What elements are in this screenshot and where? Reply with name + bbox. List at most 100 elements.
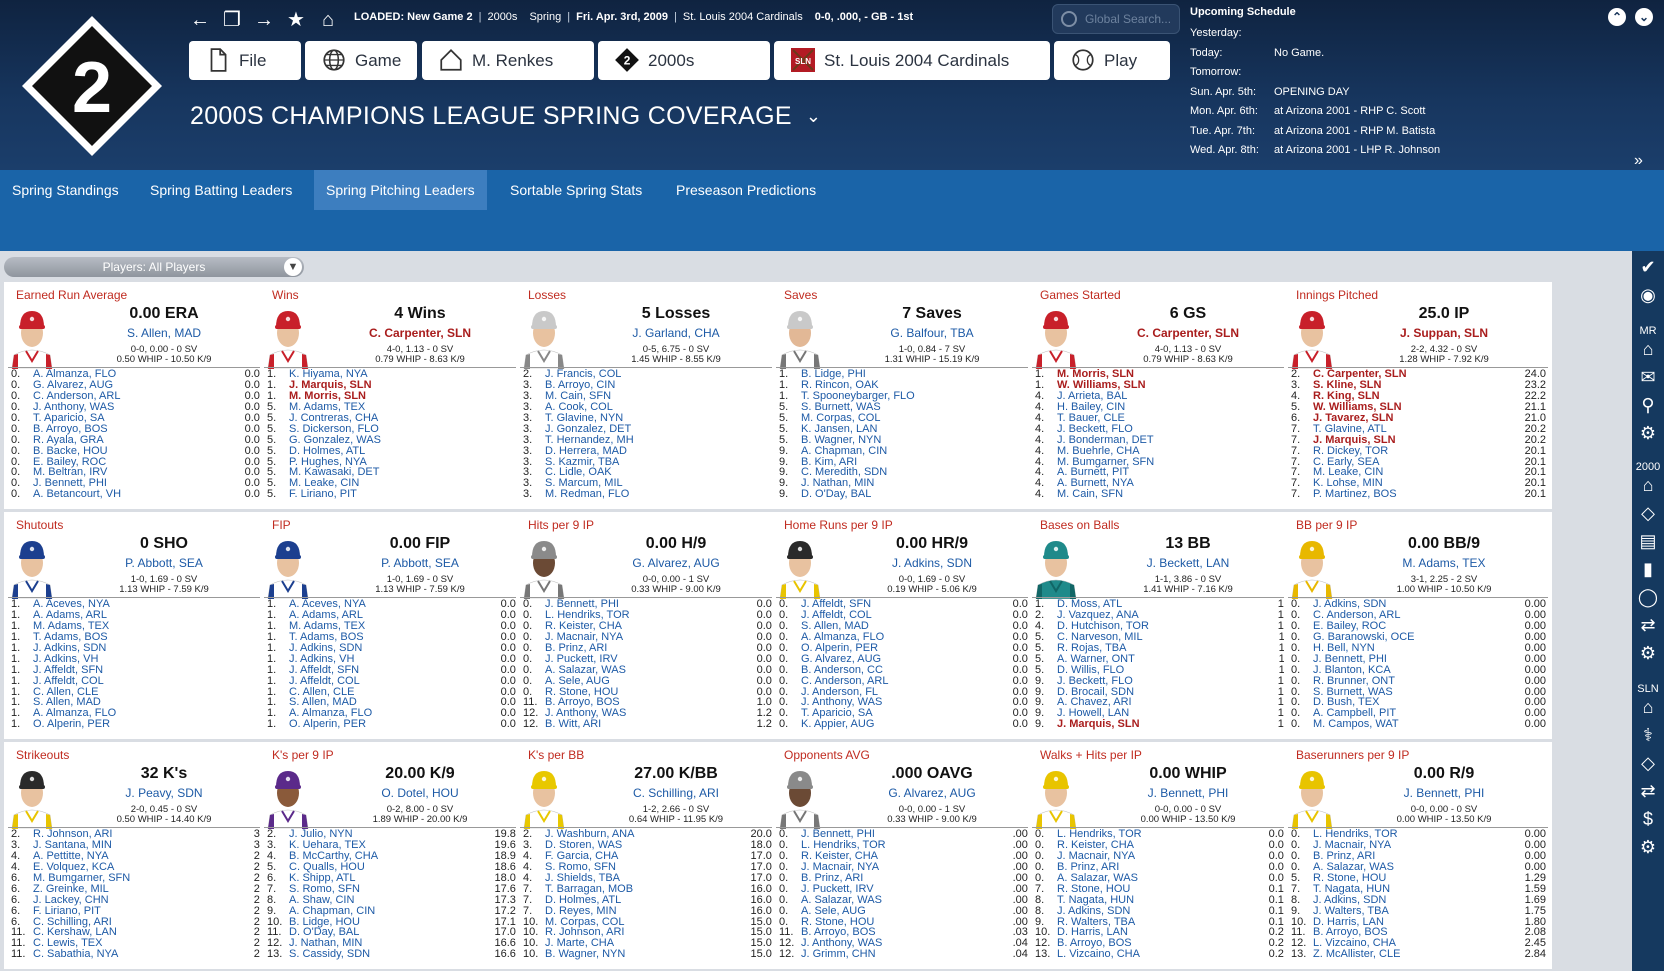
player-link[interactable]: L. Vizcaino, CHA	[1313, 937, 1396, 950]
diamond-icon[interactable]: ◇	[1641, 503, 1655, 523]
player-link[interactable]: R. Keister, CHA	[1057, 838, 1135, 851]
league-logo[interactable]: 2	[18, 12, 166, 160]
globe-icon[interactable]: ◉	[1640, 285, 1656, 305]
player-link[interactable]: J. Arrieta, BAL	[1057, 389, 1128, 402]
stat-category-title[interactable]: Games Started	[1040, 288, 1121, 302]
player-link[interactable]: J. Santana, MIN	[33, 838, 112, 851]
search-icon[interactable]: ⚲	[1641, 395, 1655, 415]
player-link[interactable]: L. Vizcaino, CHA	[1057, 948, 1140, 961]
schedule-event[interactable]: OPENING DAY	[1274, 85, 1350, 98]
player-link[interactable]: M. Adams, TEX	[289, 619, 366, 632]
player-link[interactable]: R. Rincon, OAK	[801, 378, 879, 391]
player-link[interactable]: S. Cassidy, SDN	[289, 948, 371, 961]
player-link[interactable]: A. Burnett, NYA	[1057, 477, 1134, 490]
player-link[interactable]: B. Lidge, PHI	[801, 368, 866, 380]
player-link[interactable]: J. Bennett, PHI	[545, 598, 619, 610]
player-link[interactable]: D. Storen, WAS	[545, 838, 623, 851]
player-link[interactable]: R. Stone, HOU	[545, 685, 619, 698]
checkmark-icon[interactable]: ✔	[1640, 257, 1656, 277]
home-icon[interactable]: ⌂	[321, 9, 335, 31]
player-link[interactable]: M. Adams, TEX	[33, 619, 110, 632]
player-link[interactable]: J. Affeldt, COL	[801, 608, 872, 621]
stat-category-title[interactable]: FIP	[272, 518, 291, 532]
player-link[interactable]: A. Betancourt, VH	[33, 488, 122, 501]
player-link[interactable]: J. Adkins, SDN	[33, 641, 107, 654]
player-link[interactable]: M. Cain, SFN	[545, 389, 612, 402]
player-link[interactable]: J. Lackey, CHN	[33, 893, 109, 906]
stat-category-title[interactable]: Baserunners per 9 IP	[1296, 748, 1410, 762]
player-link[interactable]: C. Carpenter, SLN	[1313, 368, 1407, 380]
player-link[interactable]: A. Almanza, FLO	[33, 707, 117, 720]
leader-player-link[interactable]: J. Beckett, LAN	[1146, 556, 1230, 570]
play-button[interactable]: Play	[1054, 41, 1170, 80]
player-link[interactable]: J. Marquis, SLN	[289, 378, 372, 391]
player-link[interactable]: W. Williams, SLN	[1057, 378, 1146, 391]
player-link[interactable]: J. Bonderman, DET	[1057, 433, 1154, 446]
stat-category-title[interactable]: Hits per 9 IP	[528, 518, 595, 532]
player-link[interactable]: S. Kline, SLN	[1313, 378, 1382, 391]
player-link[interactable]: E. Bailey, ROC	[33, 455, 107, 468]
player-link[interactable]: R. Stone, HOU	[1057, 882, 1131, 895]
player-link[interactable]: C. Allen, CLE	[33, 685, 99, 698]
player-link[interactable]: M. Cain, SFN	[1057, 488, 1124, 501]
player-link[interactable]: A. Salazar, WAS	[801, 893, 882, 906]
stat-category-title[interactable]: K's per BB	[528, 748, 585, 762]
player-link[interactable]: S. Allen, MAD	[801, 619, 869, 632]
leader-player-link[interactable]: J. Garland, CHA	[632, 326, 720, 340]
player-link[interactable]: A. Shaw, CIN	[289, 893, 355, 906]
stat-category-title[interactable]: Walks + Hits per IP	[1040, 748, 1142, 762]
player-link[interactable]: K. Jansen, LAN	[801, 422, 878, 435]
player-link[interactable]: J. Adkins, VH	[33, 652, 99, 665]
player-link[interactable]: S. Burnett, WAS	[1313, 685, 1393, 698]
player-link[interactable]: B. Prinz, ARI	[1313, 849, 1376, 862]
player-link[interactable]: A. Salazar, WAS	[1313, 860, 1394, 873]
swap-arrows-icon[interactable]: ⇄	[1640, 615, 1656, 635]
player-link[interactable]: F. Liriano, PIT	[289, 488, 357, 501]
player-link[interactable]: T. Aparicio, SA	[801, 707, 873, 720]
player-link[interactable]: K. Lohse, MIN	[1313, 477, 1383, 490]
player-link[interactable]: T. Adams, BOS	[33, 630, 108, 643]
player-link[interactable]: M. Leake, CIN	[289, 477, 360, 490]
star-icon[interactable]: ★	[287, 9, 305, 31]
player-link[interactable]: L. Hendriks, TOR	[801, 838, 886, 851]
player-link[interactable]: C. Anderson, ARL	[33, 389, 121, 402]
player-link[interactable]: B. Arroyo, BOS	[33, 422, 108, 435]
player-link[interactable]: T. Barragan, MOB	[545, 882, 634, 895]
player-link[interactable]: S. Allen, MAD	[33, 696, 101, 709]
player-link[interactable]: B. Arroyo, BOS	[1313, 926, 1388, 939]
player-link[interactable]: A. Almanza, FLO	[801, 630, 885, 643]
player-link[interactable]: M. Bumgarner, SFN	[1057, 455, 1155, 468]
player-link[interactable]: A. Adams, ARL	[33, 608, 107, 621]
player-link[interactable]: C. Meredith, SDN	[801, 466, 888, 479]
leader-player-link[interactable]: M. Adams, TEX	[1402, 556, 1486, 570]
player-link[interactable]: J. Washburn, ANA	[545, 828, 635, 840]
leader-player-link[interactable]: G. Balfour, TBA	[890, 326, 974, 340]
player-link[interactable]: B. Wagner, NYN	[545, 948, 626, 961]
player-link[interactable]: J. Adkins, VH	[289, 652, 355, 665]
player-link[interactable]: G. Alvarez, AUG	[33, 378, 114, 391]
player-link[interactable]: B. Arroyo, BOS	[545, 696, 620, 709]
tab-sortable-spring-stats[interactable]: Sortable Spring Stats	[510, 182, 643, 198]
player-link[interactable]: A. Sele, AUG	[801, 904, 866, 917]
global-search-input[interactable]: Global Search...	[1052, 4, 1180, 34]
player-avatar[interactable]	[10, 535, 54, 599]
player-link[interactable]: F. Garcia, CHA	[545, 849, 619, 862]
player-link[interactable]: J. Adkins, SDN	[1313, 598, 1387, 610]
leader-player-link[interactable]: J. Suppan, SLN	[1399, 326, 1488, 340]
player-link[interactable]: S. Romo, SFN	[545, 860, 616, 873]
player-link[interactable]: J. Anthony, WAS	[801, 937, 883, 950]
player-link[interactable]: M. Beltran, IRV	[33, 466, 108, 479]
player-link[interactable]: J. Macnair, NYA	[1057, 849, 1136, 862]
player-link[interactable]: R. Rojas, TBA	[1057, 641, 1127, 654]
leader-player-link[interactable]: G. Alvarez, AUG	[888, 786, 976, 800]
player-link[interactable]: W. Williams, SLN	[1313, 400, 1402, 413]
player-link[interactable]: A. Adams, ARL	[289, 608, 363, 621]
player-link[interactable]: H. Bailey, CIN	[1057, 400, 1126, 413]
back-arrow-icon[interactable]: ←	[190, 9, 210, 31]
leader-player-link[interactable]: P. Abbott, SEA	[381, 556, 459, 570]
player-link[interactable]: C. Qualls, HOU	[289, 860, 365, 873]
player-link[interactable]: P. Martinez, BOS	[1313, 488, 1397, 501]
player-link[interactable]: J. Bennett, PHI	[1313, 652, 1387, 665]
schedule-event[interactable]: No Game.	[1274, 46, 1325, 59]
player-link[interactable]: B. Lidge, HOU	[289, 915, 360, 928]
